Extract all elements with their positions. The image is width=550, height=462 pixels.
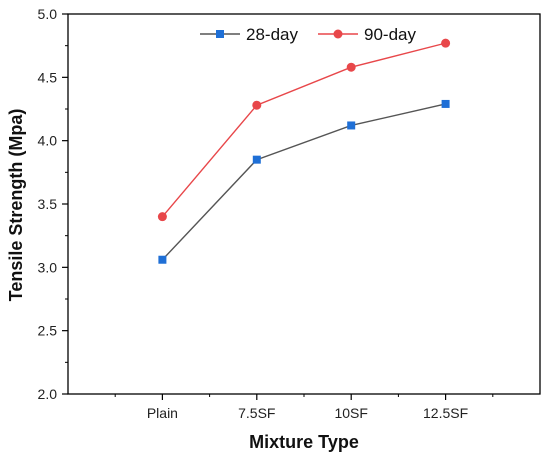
legend-label: 28-day	[246, 25, 298, 44]
legend: 28-day 90-day	[200, 25, 416, 44]
y-tick-label: 2.0	[38, 386, 58, 402]
axes	[67, 13, 541, 395]
y-tick-label: 4.5	[38, 69, 58, 85]
legend-item: 90-day	[318, 25, 416, 44]
legend-item: 28-day	[200, 25, 298, 44]
series-layer	[157, 38, 451, 264]
plot-frame	[67, 13, 541, 395]
data-point	[252, 100, 262, 110]
series-90-day	[157, 38, 451, 222]
x-tick-label: 7.5SF	[238, 405, 275, 421]
series-line	[161, 42, 446, 218]
data-point	[158, 255, 167, 264]
data-point	[441, 38, 451, 48]
x-tick-label: 12.5SF	[423, 405, 468, 421]
data-point	[347, 121, 356, 130]
legend-marker	[333, 29, 343, 39]
x-tick-label: Plain	[147, 405, 178, 421]
data-point	[157, 212, 167, 222]
y-tick-label: 4.0	[38, 133, 58, 149]
data-point	[252, 155, 261, 164]
series-line	[161, 103, 446, 261]
legend-label: 90-day	[364, 25, 416, 44]
x-axis-ticks: Plain 7.5SF 10SF 12.5SF	[114, 394, 494, 421]
x-axis-title: Mixture Type	[249, 432, 359, 452]
legend-marker	[216, 30, 224, 38]
y-axis-ticks: 2.0 2.5 3.0 3.5 4.0 4.5 5.0	[38, 6, 68, 402]
y-axis-title: Tensile Strength (Mpa)	[6, 109, 26, 302]
y-tick-label: 2.5	[38, 323, 58, 339]
y-tick-label: 3.0	[38, 259, 58, 275]
y-tick-label: 5.0	[38, 6, 58, 22]
data-point	[346, 62, 356, 72]
data-point	[441, 99, 450, 108]
series-28-day	[158, 99, 450, 264]
x-tick-label: 10SF	[334, 405, 367, 421]
y-tick-label: 3.5	[38, 196, 58, 212]
